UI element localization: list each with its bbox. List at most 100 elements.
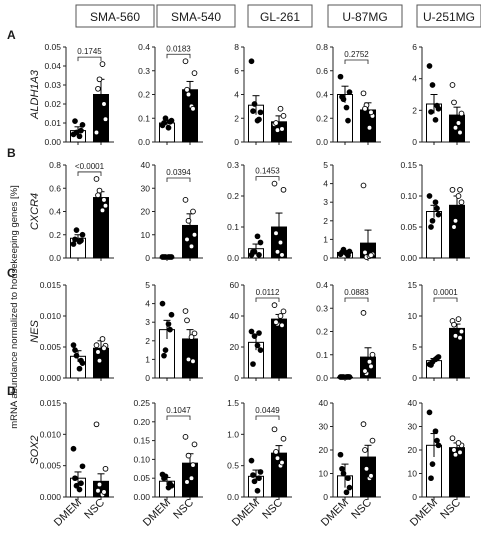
data-point-nsc (452, 451, 459, 458)
data-point-nsc (95, 85, 101, 92)
data-point-dmem (78, 480, 84, 487)
column-header-gl-261: GL-261 (247, 4, 313, 28)
data-point-nsc (279, 322, 285, 329)
data-point-nsc (95, 487, 101, 494)
data-point-nsc (451, 321, 457, 328)
column-header-label: GL-261 (260, 10, 300, 24)
data-point-dmem (251, 478, 258, 485)
data-point-dmem (434, 205, 440, 212)
data-point-dmem (161, 254, 167, 260)
data-point-dmem (251, 101, 258, 107)
panel-u-251mg-cxcr4: 0.00 0.05 0.10 0.15 (400, 160, 470, 263)
data-point-nsc (362, 105, 368, 112)
y-tick-label: 0.20 (133, 417, 150, 427)
panel-sma-540-cxcr4: 0 10 20 30 40 0.0394 (141, 160, 203, 263)
data-point-dmem (256, 116, 262, 123)
data-point-nsc (451, 224, 457, 230)
data-point-dmem (435, 442, 442, 449)
y-tick-label: 5 (323, 160, 328, 170)
y-tick-label: 6 (412, 42, 417, 52)
data-point-dmem (345, 117, 351, 124)
panel-u-251mg-aldh1a3: 0 2 4 6 (412, 42, 470, 147)
data-point-nsc (184, 86, 190, 93)
data-point-nsc (360, 310, 367, 316)
panel-u-87mg-aldh1a3: 0.0 0.2 0.4 0.6 0.8 0.2752 (316, 42, 381, 147)
y-tick-label: 0.4 (316, 90, 328, 100)
y-tick-label: 30 (319, 422, 329, 432)
data-point-nsc (191, 441, 198, 448)
y-tick-label: 0.25 (133, 398, 150, 408)
y-tick-label: 0.010 (40, 429, 62, 439)
row-letter-d: D (7, 384, 16, 398)
y-tick-label: 0.005 (40, 461, 62, 471)
y-tick-label: 0.0 (227, 253, 239, 263)
data-point-nsc (455, 316, 462, 322)
data-point-dmem (79, 231, 86, 238)
y-tick-label: 4 (323, 179, 328, 189)
data-point-dmem (343, 104, 350, 111)
data-point-dmem (248, 457, 255, 464)
y-tick-label: 10 (408, 311, 418, 321)
y-tick-label: 0.6 (49, 183, 61, 193)
panel-sma-540-aldh1a3: 0.0 0.1 0.2 0.3 0.4 0.0183 (138, 42, 203, 147)
p-value-label: 0.2752 (344, 50, 369, 59)
y-tick-label: 0.000 (40, 373, 62, 383)
y-tick-label: 0.01 (44, 118, 61, 128)
data-point-nsc (280, 186, 287, 193)
data-point-nsc (362, 368, 368, 374)
y-axis-label: mRNA abundance normalized to housekeepin… (9, 185, 20, 428)
y-tick-label: 5 (145, 280, 150, 290)
data-point-nsc (279, 126, 285, 132)
data-point-dmem (339, 249, 345, 256)
data-point-nsc (360, 182, 367, 189)
y-tick-label: 0 (412, 137, 417, 147)
column-header-label: U-87MG (342, 10, 387, 24)
y-tick-label: 10 (408, 469, 418, 479)
data-point-nsc (184, 236, 190, 243)
y-tick-label: 0.03 (44, 80, 61, 90)
y-tick-label: 5 (412, 342, 417, 352)
data-point-dmem (434, 355, 440, 362)
data-point-nsc (360, 421, 367, 428)
data-point-nsc (280, 435, 287, 442)
significance-bracket (255, 176, 280, 181)
y-tick-label: 6 (234, 66, 239, 76)
p-value-label: <0.0001 (75, 162, 105, 171)
column-header-sma-560: SMA-560 (75, 4, 155, 28)
data-point-nsc (271, 302, 278, 309)
data-point-dmem (432, 199, 439, 206)
data-point-dmem (345, 373, 351, 380)
bar-nsc (182, 224, 198, 259)
data-point-dmem (72, 347, 78, 353)
data-point-dmem (72, 475, 78, 482)
y-tick-label: 0.4 (49, 207, 61, 217)
data-point-dmem (257, 109, 264, 116)
data-point-dmem (79, 463, 86, 470)
data-point-nsc (274, 127, 281, 133)
data-point-nsc (455, 440, 462, 446)
data-point-dmem (248, 328, 255, 335)
data-point-nsc (366, 124, 373, 131)
data-point-nsc (277, 239, 284, 246)
panel-sma-540-sox2: 0.00 0.05 0.10 0.15 0.20 0.25 0.1047 (133, 398, 203, 502)
y-tick-label: 20 (141, 207, 151, 217)
data-point-dmem (339, 465, 345, 472)
panel-grid: 0.000.010.020.030.040.05 0.17450.00.10.20… (40, 42, 470, 502)
data-point-dmem (167, 326, 173, 333)
data-point-dmem (78, 127, 84, 134)
data-point-dmem (250, 248, 256, 255)
data-point-dmem (432, 116, 439, 123)
y-tick-label: 0.05 (400, 222, 417, 232)
data-point-dmem (256, 330, 262, 336)
data-point-nsc (369, 351, 376, 358)
data-point-dmem (159, 300, 166, 307)
data-point-nsc (96, 357, 103, 364)
data-point-dmem (337, 451, 344, 458)
data-point-dmem (337, 73, 344, 80)
column-header-box (156, 4, 236, 28)
y-tick-label: 0.15 (133, 436, 150, 446)
data-point-nsc (182, 197, 189, 203)
data-point-nsc (95, 192, 101, 199)
y-tick-label: 4 (145, 299, 150, 309)
data-point-nsc (457, 186, 463, 193)
